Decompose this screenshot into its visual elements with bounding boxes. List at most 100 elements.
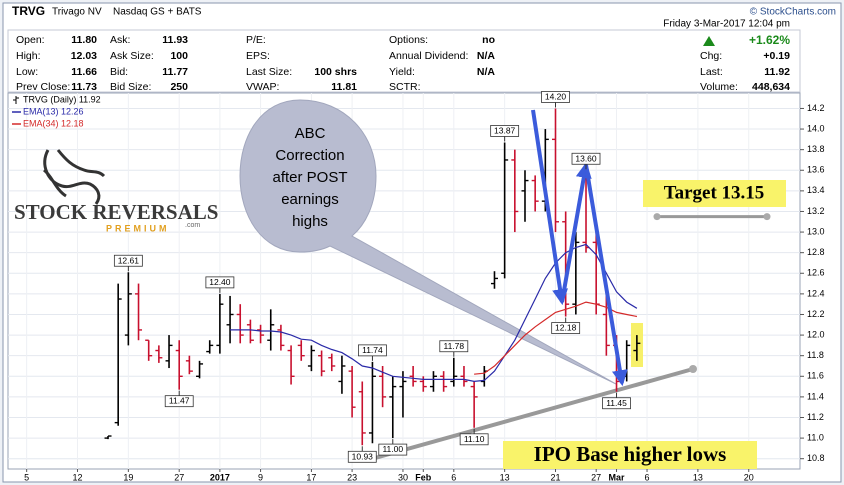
label-box <box>541 91 570 103</box>
price-label: 11.10 <box>464 434 485 444</box>
quote-value: 11.77 <box>162 66 188 78</box>
price-label: 13.60 <box>575 153 597 163</box>
label-box <box>205 276 235 289</box>
y-tick-label: 11.2 <box>807 412 824 422</box>
x-tick-label: 21 <box>550 472 560 482</box>
legend-label: EMA(34) 12.18 <box>23 118 84 128</box>
legend-label: TRVG (Daily) 11.92 <box>23 94 101 104</box>
trendline-end <box>689 365 697 373</box>
logo-tag: PREMIUM <box>106 223 170 233</box>
label-box <box>358 344 387 357</box>
x-tick-label: 23 <box>347 472 357 482</box>
y-tick-label: 14.0 <box>807 123 825 133</box>
y-tick-label: 12.0 <box>807 329 825 339</box>
legend-ohlc-icon <box>13 96 19 104</box>
quote-label: SCTR: <box>389 81 421 93</box>
x-tick-label: 5 <box>24 472 29 482</box>
callout-line: Correction <box>275 147 344 164</box>
price-plot <box>104 108 641 446</box>
quote-label: VWAP: <box>246 81 279 93</box>
target-end <box>653 213 661 221</box>
callout-line: earnings <box>281 191 339 208</box>
quote-label: Open: <box>16 34 45 46</box>
price-label: 11.45 <box>606 398 627 408</box>
quote-value: no <box>482 34 495 46</box>
x-tick-label: 9 <box>258 472 263 482</box>
summary-label: Volume: <box>700 81 738 93</box>
abc-arrow <box>584 164 628 387</box>
y-tick-label: 10.8 <box>807 453 825 463</box>
label-box <box>378 443 408 456</box>
quote-label: Ask: <box>110 34 130 46</box>
label-box <box>164 395 194 408</box>
label-box <box>439 340 469 353</box>
price-label: 11.00 <box>382 444 403 454</box>
x-tick-label: Feb <box>415 472 432 482</box>
x-tick-label: 27 <box>591 472 601 482</box>
exchange: Nasdaq GS + BATS <box>113 7 202 18</box>
y-tick-label: 11.0 <box>807 432 824 442</box>
x-tick-label: 12 <box>72 472 82 482</box>
quote-label: Options: <box>389 34 428 46</box>
label-box <box>347 450 377 463</box>
base-trendline <box>366 367 695 462</box>
y-tick-label: 11.6 <box>807 371 824 381</box>
quote-label: Annual Dividend: <box>389 50 468 62</box>
logo-mark <box>43 149 106 205</box>
quote-value: 100 shrs <box>314 66 357 78</box>
quote-box <box>7 29 801 93</box>
y-tick-label: 12.6 <box>807 268 825 278</box>
change-pct: +1.62% <box>749 33 790 47</box>
callout-line: highs <box>292 213 328 230</box>
quote-value: 11.81 <box>331 81 357 93</box>
summary-label: Last: <box>700 66 723 78</box>
price-label: 12.61 <box>118 255 140 265</box>
x-tick-label: 27 <box>174 472 184 482</box>
summary-value: 11.92 <box>764 66 790 78</box>
y-tick-label: 11.4 <box>807 391 824 401</box>
quote-value: 100 <box>170 50 188 62</box>
logo-name: STOCK REVERSALS <box>14 200 218 224</box>
label-box <box>602 397 631 410</box>
x-tick-label: 2017 <box>210 472 230 482</box>
price-label: 12.18 <box>555 323 577 333</box>
grid: 10.8 11.0 11.2 11.4 11.6 11.8 12.0 12.2 12.4 12.6… <box>8 93 825 482</box>
price-labels: 12.61 12.40 11.74 11.78 13.87 14.20 13.60 11.47… <box>113 91 631 463</box>
price-label: 11.74 <box>362 345 383 355</box>
y-tick-label: 13.0 <box>807 226 825 236</box>
quote-value: 11.93 <box>162 34 188 46</box>
y-tick-label: 12.8 <box>807 247 825 257</box>
y-tick-label: 13.4 <box>807 185 825 195</box>
y-tick-label: 12.2 <box>807 309 825 319</box>
x-tick-label: 17 <box>306 472 316 482</box>
up-arrow <box>703 36 715 46</box>
abc-arrows <box>531 109 628 387</box>
summary-value: 448,634 <box>752 81 790 93</box>
x-tick-label: 13 <box>693 472 703 482</box>
quote-label: P/E: <box>246 34 266 46</box>
price-label: 14.20 <box>545 92 567 102</box>
quote-label: Last Size: <box>246 66 292 78</box>
x-tick-label: 6 <box>645 472 650 482</box>
y-tick-label: 13.2 <box>807 206 825 216</box>
quote-value: 11.73 <box>71 81 97 93</box>
quote-value: 250 <box>170 81 188 93</box>
quote-value: 11.80 <box>71 34 97 46</box>
abc-arrow <box>560 161 592 303</box>
summary-value: +0.19 <box>763 50 790 62</box>
y-tick-label: 13.8 <box>807 144 825 154</box>
summary-label: Chg: <box>700 50 722 62</box>
y-tick-label: 11.8 <box>807 350 824 360</box>
quote-table: Open: 11.80 Ask: 11.93 P/E: Options: no High: 12… <box>16 34 790 93</box>
quote-value: N/A <box>477 50 496 62</box>
target-box <box>643 180 786 207</box>
x-tick-label: 30 <box>398 472 408 482</box>
x-tick-label: Mar <box>609 472 626 482</box>
base-box <box>503 441 757 469</box>
quote-label: Ask Size: <box>110 50 154 62</box>
label-box <box>551 322 581 334</box>
quote-label: High: <box>16 50 41 62</box>
base-note: IPO Base higher lows <box>534 442 727 466</box>
legend: TRVG (Daily) 11.92 EMA(13) 12.26 EMA(34) 1… <box>12 94 101 128</box>
